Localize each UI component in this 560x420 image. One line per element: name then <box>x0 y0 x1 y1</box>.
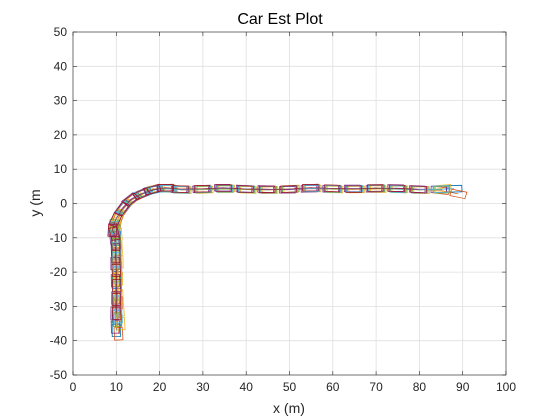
pose-marker <box>193 184 211 193</box>
pose-marker <box>110 320 121 334</box>
y-tick-label: -20 <box>50 265 68 279</box>
pose-marker <box>112 267 123 281</box>
y-axis-label: y (m <box>27 189 43 216</box>
pose-marker <box>111 250 121 264</box>
y-tick-label: -50 <box>50 368 68 382</box>
y-tick-label: -10 <box>50 231 68 245</box>
pose-marker <box>114 272 123 286</box>
pose-marker <box>302 184 320 193</box>
pose-marker <box>433 186 451 194</box>
pose-marker <box>114 201 131 217</box>
ticks <box>72 31 507 376</box>
series-6 <box>107 183 428 320</box>
x-axis-label: x (m) <box>273 400 305 416</box>
pose-marker <box>345 185 362 193</box>
x-tick-label: 10 <box>110 380 124 394</box>
pose-marker <box>279 186 296 194</box>
y-tick-label: -30 <box>50 299 68 313</box>
pose-marker <box>449 188 468 200</box>
pose-marker <box>410 185 428 194</box>
x-tick-label: 0 <box>70 380 77 394</box>
y-tick-label: 40 <box>54 59 68 73</box>
pose-marker <box>432 185 450 194</box>
pose-marker <box>366 184 384 192</box>
x-tick-label: 60 <box>326 380 340 394</box>
pose-marker <box>111 292 121 307</box>
pose-marker <box>132 187 152 201</box>
x-tick-label: 30 <box>196 380 210 394</box>
pose-marker <box>215 184 232 192</box>
pose-marker <box>111 208 127 223</box>
pose-marker <box>236 185 254 194</box>
pose-marker <box>108 230 120 245</box>
pose-marker <box>112 279 122 293</box>
series-line <box>112 187 419 314</box>
chart-title: Car Est Plot <box>237 11 323 28</box>
y-tick-label: -40 <box>50 334 68 348</box>
y-tick-label: 30 <box>54 94 68 108</box>
pose-marker <box>113 309 123 324</box>
pose-marker <box>110 236 121 250</box>
y-tick-label: 50 <box>54 25 68 39</box>
pose-marker <box>143 184 162 196</box>
pose-marker <box>112 296 123 310</box>
pose-marker <box>365 184 383 193</box>
x-tick-label: 20 <box>153 380 167 394</box>
x-tick-label: 80 <box>413 380 427 394</box>
y-tick-label: 20 <box>54 128 68 142</box>
x-tick-label: 100 <box>496 380 516 394</box>
pose-marker <box>217 185 234 193</box>
x-tick-label: 50 <box>283 380 297 394</box>
pose-marker <box>261 186 279 195</box>
pose-marker <box>112 313 122 327</box>
pose-marker <box>111 263 122 278</box>
pose-marker <box>411 186 428 194</box>
pose-marker <box>323 184 341 193</box>
pose-marker <box>280 185 298 194</box>
y-tick-label: 0 <box>60 197 67 211</box>
pose-marker <box>114 289 124 303</box>
x-tick-label: 70 <box>369 380 383 394</box>
pose-marker <box>344 184 361 193</box>
pose-marker <box>112 253 123 267</box>
pose-marker <box>301 183 319 192</box>
x-tick-label: 90 <box>456 380 470 394</box>
pose-marker <box>258 185 276 194</box>
pose-marker <box>388 184 406 193</box>
tick-labels: 0 10 20 30 40 50 60 70 80 90 100 -50 -40 -30 -20 -10 0 10… <box>50 25 517 394</box>
pose-marker <box>111 306 122 320</box>
y-tick-label: 10 <box>54 162 68 176</box>
data-layer <box>107 183 468 341</box>
pose-marker <box>389 185 407 194</box>
pose-marker <box>172 185 190 194</box>
pose-marker <box>171 185 189 194</box>
x-tick-label: 40 <box>240 380 254 394</box>
